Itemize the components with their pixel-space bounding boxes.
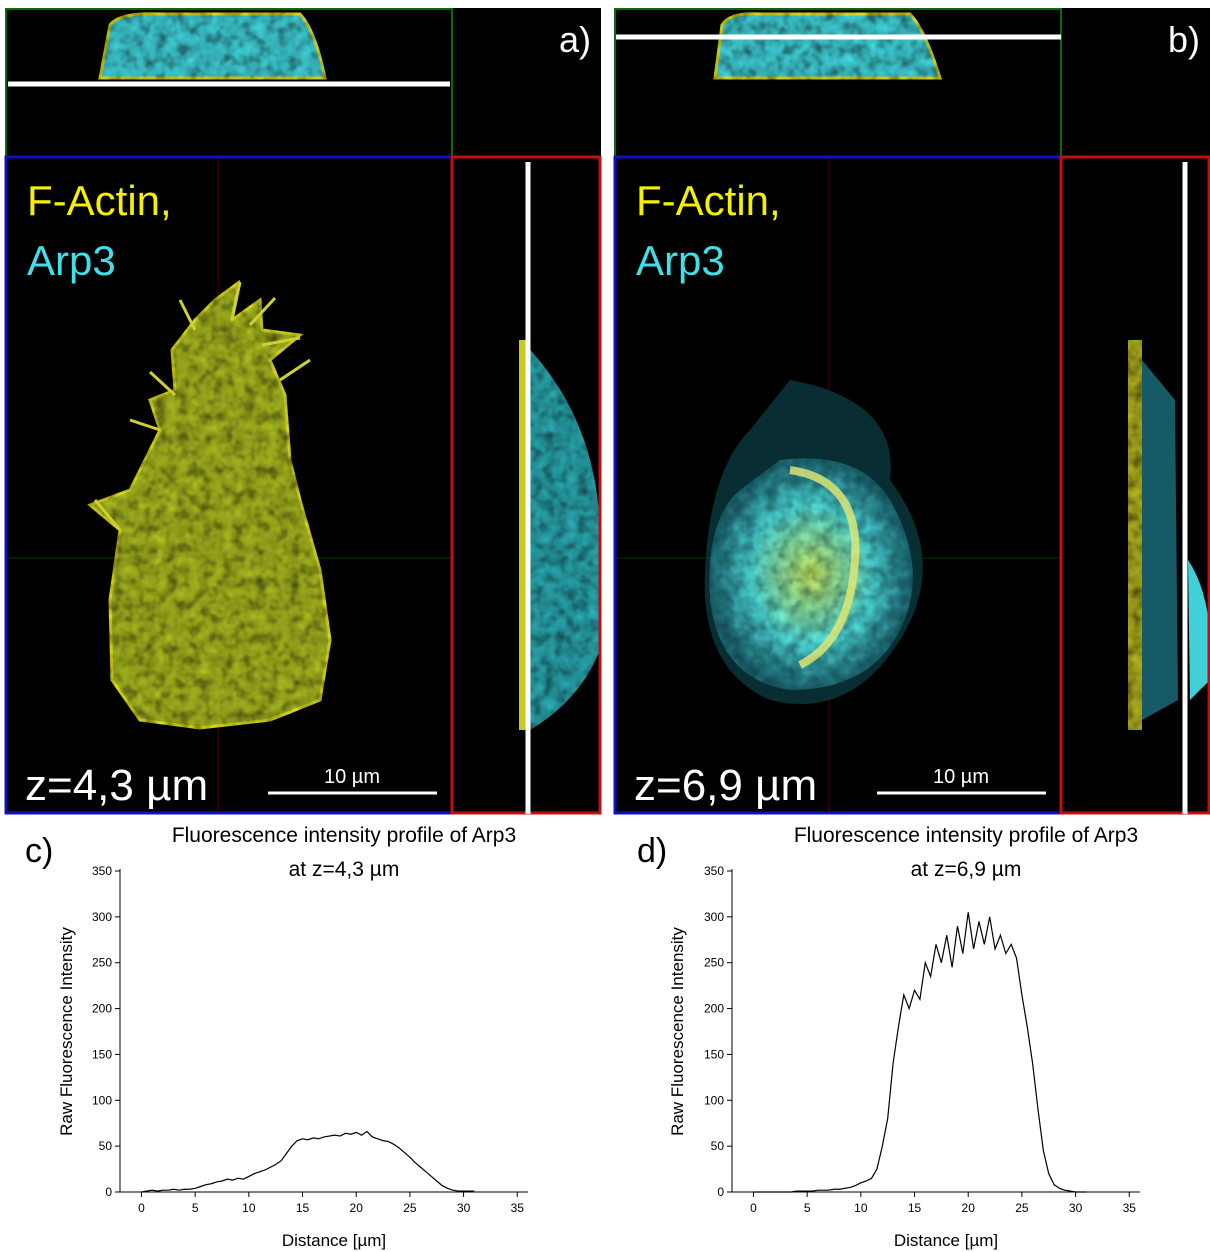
chart-subtitle: at z=6,9 µm (911, 858, 1022, 881)
filopodium (261, 336, 301, 347)
side-view (521, 340, 600, 730)
panel-letter: b) (1168, 19, 1200, 60)
x-tick-label: 35 (511, 1201, 525, 1215)
image-background (614, 8, 1210, 814)
panel-letter: a) (559, 19, 591, 60)
filopodium (93, 499, 122, 531)
z-label: z=6,9 µm (634, 761, 817, 810)
chart-title: Fluorescence intensity profile of Arp3 (172, 824, 516, 847)
chart-title: Fluorescence intensity profile of Arp3 (794, 824, 1138, 847)
panel-letter: d) (637, 832, 667, 870)
x-tick-label: 10 (854, 1201, 868, 1215)
y-tick-label: 250 (92, 956, 112, 970)
cell (709, 458, 913, 690)
y-axis-label: Raw Fluorescence Intensity (57, 927, 76, 1136)
chart-subtitle: at z=4,3 µm (289, 858, 400, 881)
panel-letter: c) (25, 832, 53, 870)
stain-label: Arp3 (27, 237, 116, 284)
x-tick-label: 15 (296, 1201, 310, 1215)
x-tick-label: 0 (138, 1201, 145, 1215)
x-tick-label: 10 (242, 1201, 256, 1215)
y-tick-label: 200 (704, 1002, 724, 1016)
x-tick-label: 20 (962, 1201, 976, 1215)
y-tick-label: 300 (704, 910, 724, 924)
y-tick-label: 150 (704, 1047, 724, 1061)
x-tick-label: 5 (192, 1201, 199, 1215)
y-tick-label: 100 (92, 1093, 112, 1107)
scale-bar-label: 10 µm (324, 766, 380, 788)
x-tick-label: 30 (1069, 1201, 1083, 1215)
y-tick-label: 50 (711, 1139, 725, 1153)
side-view (1142, 360, 1178, 720)
x-tick-label: 5 (804, 1201, 811, 1215)
filopodium (148, 370, 177, 397)
x-axis-label: Distance [µm] (282, 1231, 386, 1250)
stain-label: Arp3 (636, 237, 725, 284)
micrograph-panel: a) F-Actin, Arp3 z=4,3 µm 10 µm (4, 8, 602, 815)
stain-label: F-Actin, (636, 177, 781, 224)
y-tick-label: 350 (92, 864, 112, 878)
x-tick-label: 0 (750, 1201, 757, 1215)
y-tick-label: 100 (704, 1093, 724, 1107)
y-axis-label: Raw Fluorescence Intensity (668, 927, 687, 1136)
z-label: z=4,3 µm (25, 761, 208, 810)
x-tick-label: 15 (908, 1201, 922, 1215)
x-tick-label: 20 (350, 1201, 364, 1215)
stain-label: F-Actin, (27, 177, 172, 224)
x-tick-label: 25 (1015, 1201, 1029, 1215)
filopodium (129, 418, 161, 432)
filopodium (279, 358, 311, 382)
x-tick-label: 35 (1123, 1201, 1137, 1215)
filopodium (230, 281, 242, 321)
top-view (98, 12, 327, 80)
cell-ring (789, 466, 860, 669)
micrograph-panel: b) F-Actin, Arp3 z=6,9 µm 10 µm (613, 8, 1210, 815)
side-view (1188, 560, 1210, 700)
x-tick-label: 30 (457, 1201, 471, 1215)
filopodium (178, 299, 197, 331)
y-tick-label: 0 (717, 1185, 724, 1199)
cell (87, 279, 332, 730)
y-tick-label: 350 (704, 864, 724, 878)
top-view (713, 12, 943, 80)
side-view (519, 340, 527, 730)
y-tick-label: 250 (704, 956, 724, 970)
side-view (1128, 340, 1142, 730)
x-axis-label: Distance [µm] (894, 1231, 998, 1250)
y-tick-label: 150 (92, 1047, 112, 1061)
y-tick-label: 0 (105, 1185, 112, 1199)
filopodium (248, 296, 277, 327)
y-tick-label: 50 (99, 1139, 113, 1153)
profile-line-plot (141, 1130, 475, 1193)
y-tick-label: 300 (92, 910, 112, 924)
profile-line-plot (753, 912, 1087, 1193)
side-frame (1059, 155, 1210, 815)
x-tick-label: 25 (403, 1201, 417, 1215)
y-tick-label: 200 (92, 1002, 112, 1016)
scale-bar-label: 10 µm (933, 766, 989, 788)
